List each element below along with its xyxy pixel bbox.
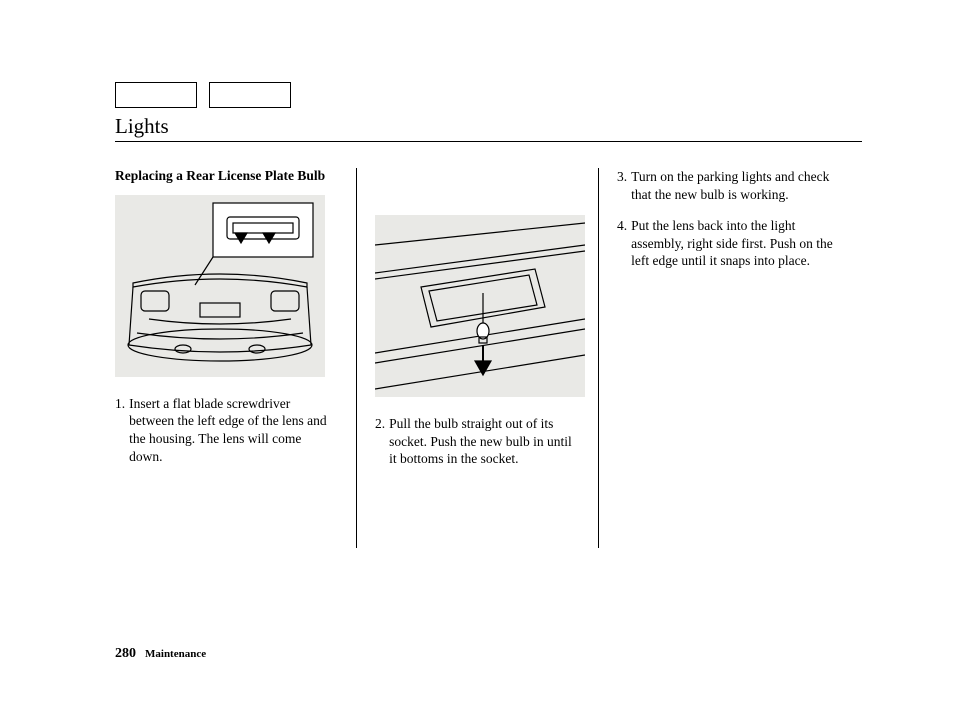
header-placeholder-boxes — [115, 82, 862, 108]
step-number: 2. — [375, 415, 389, 468]
column-2: 2. Pull the bulb straight out of its soc… — [357, 168, 599, 548]
header-box — [115, 82, 197, 108]
figure-bulb-removal-illustration — [375, 215, 585, 397]
section-label: Maintenance — [145, 648, 206, 660]
page-footer: 280 Maintenance — [115, 646, 206, 662]
page-number: 280 — [115, 646, 136, 661]
header-box — [209, 82, 291, 108]
step-item: 4. Put the lens back into the light asse… — [617, 217, 841, 270]
spacer — [375, 168, 580, 215]
step-item: 1. Insert a flat blade screwdriver betwe… — [115, 395, 338, 465]
step-text: Insert a flat blade screwdriver between … — [129, 395, 338, 465]
content-columns: Replacing a Rear License Plate Bulb — [115, 168, 862, 548]
step-number: 3. — [617, 168, 631, 203]
page-title: Lights — [115, 114, 862, 142]
step-text: Put the lens back into the light assembl… — [631, 217, 841, 270]
step-text: Pull the bulb straight out of its socket… — [389, 415, 580, 468]
column-1: Replacing a Rear License Plate Bulb — [115, 168, 357, 548]
step-number: 4. — [617, 217, 631, 270]
step-number: 1. — [115, 395, 129, 465]
figure-rear-car-illustration — [115, 195, 325, 377]
column-3: 3. Turn on the parking lights and check … — [599, 168, 841, 548]
step-text: Turn on the parking lights and check tha… — [631, 168, 841, 203]
step-item: 2. Pull the bulb straight out of its soc… — [375, 415, 580, 468]
section-subheading: Replacing a Rear License Plate Bulb — [115, 168, 338, 185]
step-item: 3. Turn on the parking lights and check … — [617, 168, 841, 203]
